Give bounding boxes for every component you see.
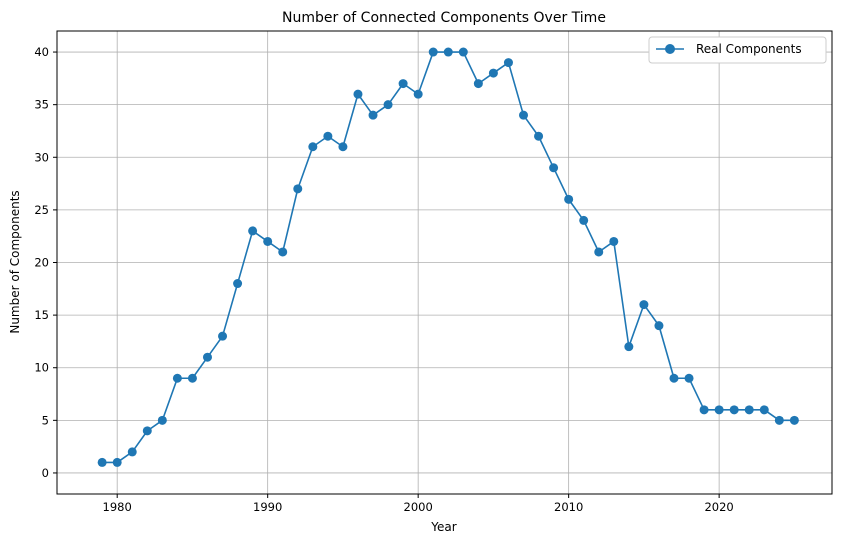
series-layer <box>97 47 799 467</box>
data-point-2000 <box>413 89 423 99</box>
y-tick-label: 0 <box>42 466 49 480</box>
chart-title: Number of Connected Components Over Time <box>282 10 606 26</box>
data-point-2024 <box>774 415 784 425</box>
data-point-2006 <box>503 58 513 68</box>
data-point-2021 <box>729 405 739 415</box>
data-point-2022 <box>744 405 754 415</box>
data-point-1985 <box>187 373 197 383</box>
data-point-2025 <box>789 415 799 425</box>
y-axis-ticks: 0 5 10 15 20 25 30 35 40 <box>34 45 57 480</box>
data-point-1979 <box>97 457 107 467</box>
y-tick-label: 40 <box>34 45 49 59</box>
y-tick-label: 15 <box>34 308 49 322</box>
x-axis-ticks: 1980 1990 2000 2010 2020 <box>103 494 734 514</box>
data-point-2013 <box>609 236 619 246</box>
legend-marker-swatch <box>665 44 675 54</box>
data-point-2012 <box>594 247 604 257</box>
data-point-1989 <box>248 226 258 236</box>
series-line-real-components <box>102 51 795 464</box>
data-point-2017 <box>669 373 679 383</box>
data-point-2016 <box>654 321 664 331</box>
data-point-2023 <box>759 405 769 415</box>
data-point-1980 <box>112 457 122 467</box>
data-point-2019 <box>699 405 709 415</box>
data-point-1994 <box>323 131 333 141</box>
y-tick-label: 10 <box>34 361 49 375</box>
y-axis-label: Number of Components <box>8 190 22 333</box>
data-point-2007 <box>519 110 529 120</box>
data-point-2001 <box>428 47 438 57</box>
data-point-1991 <box>278 247 288 257</box>
legend: Real Components <box>648 36 827 64</box>
data-point-1988 <box>233 279 243 289</box>
data-point-1997 <box>368 110 378 120</box>
data-point-2020 <box>714 405 724 415</box>
data-point-1987 <box>218 331 228 341</box>
data-point-2011 <box>579 215 589 225</box>
x-axis-label: Year <box>430 520 456 534</box>
data-point-2005 <box>488 68 498 78</box>
x-tick-label: 2020 <box>704 500 733 514</box>
data-point-1982 <box>142 426 152 436</box>
x-tick-label: 2010 <box>554 500 583 514</box>
y-tick-label: 25 <box>34 203 49 217</box>
data-point-1995 <box>338 142 348 152</box>
data-point-2008 <box>534 131 544 141</box>
y-tick-label: 5 <box>42 413 49 427</box>
data-point-2002 <box>443 47 453 57</box>
data-point-2010 <box>564 194 574 204</box>
x-tick-label: 2000 <box>404 500 433 514</box>
legend-box <box>648 36 827 64</box>
data-point-2004 <box>473 79 483 89</box>
data-point-1986 <box>202 352 212 362</box>
data-point-1999 <box>398 79 408 89</box>
data-point-1983 <box>157 415 167 425</box>
x-tick-label: 1990 <box>253 500 282 514</box>
y-tick-label: 30 <box>34 150 49 164</box>
legend-entry-real-components: Real Components <box>696 42 802 56</box>
data-point-1990 <box>263 236 273 246</box>
data-point-2014 <box>624 342 634 352</box>
y-tick-label: 35 <box>34 98 49 112</box>
data-point-1993 <box>308 142 318 152</box>
data-point-2015 <box>639 300 649 310</box>
grid <box>57 31 832 494</box>
data-point-2018 <box>684 373 694 383</box>
x-tick-label: 1980 <box>103 500 132 514</box>
data-point-1992 <box>293 184 303 194</box>
data-point-1981 <box>127 447 137 457</box>
data-point-2009 <box>549 163 559 173</box>
data-point-1984 <box>172 373 182 383</box>
data-point-1996 <box>353 89 363 99</box>
data-point-2003 <box>458 47 468 57</box>
y-tick-label: 20 <box>34 256 49 270</box>
data-point-1998 <box>383 100 393 110</box>
